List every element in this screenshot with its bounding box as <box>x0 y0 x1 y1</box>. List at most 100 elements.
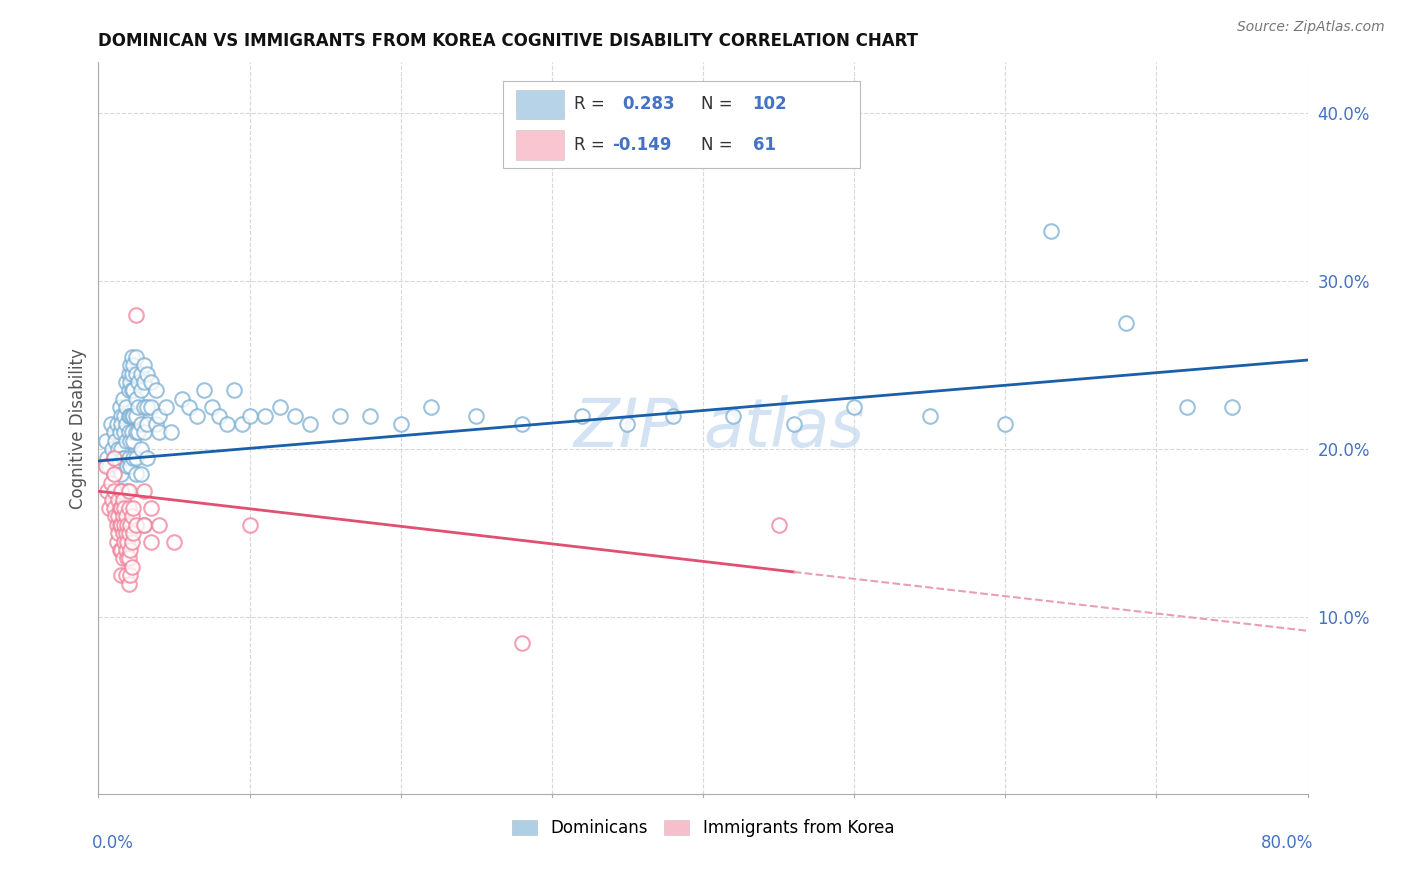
Point <box>115 517 138 532</box>
FancyBboxPatch shape <box>503 81 860 169</box>
Point <box>114 375 136 389</box>
Point <box>844 400 866 414</box>
Point <box>783 417 806 431</box>
Point <box>111 551 134 566</box>
Point <box>120 568 142 582</box>
Point <box>132 375 155 389</box>
Point <box>122 501 145 516</box>
Point <box>105 534 128 549</box>
Point <box>269 400 291 414</box>
Point <box>120 358 142 372</box>
Point <box>215 417 238 431</box>
Point <box>141 375 163 389</box>
Point <box>100 475 122 490</box>
Point <box>224 384 246 398</box>
Point <box>129 467 152 482</box>
Point <box>135 400 157 414</box>
Text: 61: 61 <box>752 136 776 154</box>
Point <box>111 492 134 507</box>
Point <box>132 425 155 440</box>
Point <box>112 534 135 549</box>
Point <box>108 543 131 558</box>
Point <box>127 375 149 389</box>
Point <box>118 551 141 566</box>
Point <box>110 484 132 499</box>
Point <box>135 450 157 465</box>
Point <box>103 467 125 482</box>
Text: 0.0%: 0.0% <box>93 834 134 852</box>
Point <box>129 384 152 398</box>
Point <box>107 526 129 541</box>
Point <box>145 417 167 431</box>
Point <box>510 635 533 649</box>
Point <box>107 442 129 457</box>
Point <box>110 409 132 423</box>
Point <box>120 543 142 558</box>
Point <box>115 534 138 549</box>
Point <box>1039 224 1062 238</box>
Point <box>110 543 132 558</box>
Point <box>125 367 148 381</box>
Point <box>108 501 131 516</box>
Point <box>179 400 201 414</box>
Point <box>112 425 135 440</box>
Point <box>114 568 136 582</box>
Point <box>122 358 145 372</box>
Bar <box>516 89 564 119</box>
Point <box>105 517 128 532</box>
Text: N =: N = <box>700 95 738 113</box>
Point <box>122 434 145 448</box>
Point <box>115 551 138 566</box>
Point <box>120 434 142 448</box>
Point <box>125 450 148 465</box>
Text: 102: 102 <box>752 95 787 113</box>
Point <box>994 417 1017 431</box>
Legend: Dominicans, Immigrants from Korea: Dominicans, Immigrants from Korea <box>505 813 901 844</box>
Point <box>107 458 129 473</box>
Point <box>148 409 170 423</box>
Point <box>118 367 141 381</box>
Point <box>129 367 152 381</box>
Point <box>135 367 157 381</box>
Point <box>465 409 488 423</box>
Point <box>111 392 134 406</box>
Point <box>98 458 121 473</box>
Point <box>104 509 127 524</box>
Point <box>125 392 148 406</box>
Point <box>100 417 122 431</box>
Point <box>141 400 163 414</box>
Point <box>1220 400 1243 414</box>
Point <box>114 509 136 524</box>
Point <box>118 450 141 465</box>
Point <box>510 417 533 431</box>
Point <box>148 425 170 440</box>
Text: R =: R = <box>574 95 610 113</box>
Point <box>329 409 352 423</box>
Text: DOMINICAN VS IMMIGRANTS FROM KOREA COGNITIVE DISABILITY CORRELATION CHART: DOMINICAN VS IMMIGRANTS FROM KOREA COGNI… <box>98 32 918 50</box>
Text: 0.283: 0.283 <box>621 95 675 113</box>
Point <box>661 409 683 423</box>
Point <box>132 517 155 532</box>
Point <box>115 458 138 473</box>
Point <box>96 484 118 499</box>
Point <box>1175 400 1198 414</box>
Point <box>103 484 125 499</box>
Point <box>360 409 382 423</box>
Point <box>768 517 790 532</box>
Y-axis label: Cognitive Disability: Cognitive Disability <box>69 348 87 508</box>
Point <box>193 384 215 398</box>
Point <box>108 425 131 440</box>
Point <box>127 400 149 414</box>
Point <box>122 526 145 541</box>
Point <box>122 450 145 465</box>
Point <box>239 517 262 532</box>
Point <box>94 434 117 448</box>
Text: R =: R = <box>574 136 610 154</box>
Point <box>145 384 167 398</box>
Point <box>112 517 135 532</box>
Point <box>129 442 152 457</box>
Point <box>121 534 143 549</box>
Point <box>284 409 307 423</box>
Point <box>118 484 141 499</box>
Point <box>110 467 132 482</box>
